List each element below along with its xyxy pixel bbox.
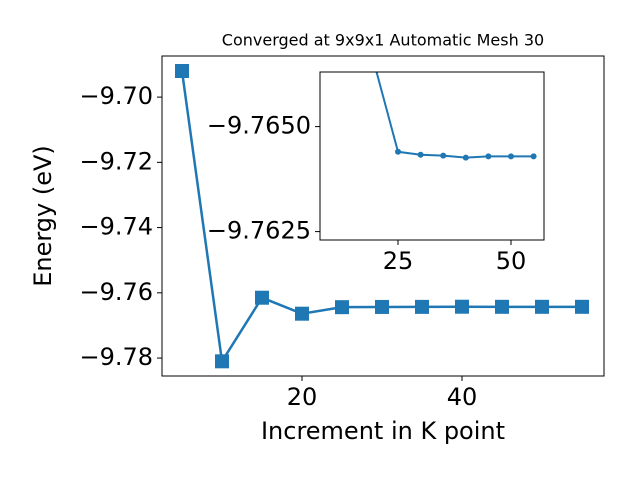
marker <box>508 153 515 160</box>
marker <box>530 153 537 160</box>
data-line <box>375 72 534 159</box>
x-tick-label: 40 <box>447 383 478 411</box>
y-tick-label: −9.7625 <box>207 217 311 245</box>
y-tick-label: −9.7650 <box>207 112 311 140</box>
x-tick-label: 20 <box>287 383 318 411</box>
y-axis-label: Energy (eV) <box>29 145 57 287</box>
marker <box>440 152 447 159</box>
marker <box>462 154 469 161</box>
series <box>375 72 537 161</box>
y-tick-label: −9.76 <box>79 278 153 306</box>
y-tick-label: −9.72 <box>79 147 153 175</box>
marker <box>485 153 492 160</box>
axes-frame <box>161 55 605 377</box>
x-tick-label: 50 <box>496 247 527 275</box>
marker <box>495 299 509 314</box>
marker <box>575 299 589 314</box>
marker <box>535 299 549 314</box>
marker <box>415 299 429 314</box>
marker <box>375 299 389 314</box>
x-tick-label: 25 <box>383 247 414 275</box>
x-axis-label: Increment in K point <box>261 417 505 445</box>
y-tick-label: −9.78 <box>79 343 153 371</box>
marker <box>395 148 402 155</box>
marker <box>455 299 469 314</box>
marker <box>417 151 424 158</box>
y-tick-label: −9.70 <box>79 82 153 110</box>
axes-frame <box>319 71 545 241</box>
marker <box>255 290 269 305</box>
marker <box>175 64 189 79</box>
marker <box>215 354 229 369</box>
marker <box>295 306 309 321</box>
chart-title: Converged at 9x9x1 Automatic Mesh 30 <box>222 31 544 50</box>
marker <box>335 300 349 315</box>
series <box>175 64 589 369</box>
y-tick-label: −9.74 <box>79 213 153 241</box>
